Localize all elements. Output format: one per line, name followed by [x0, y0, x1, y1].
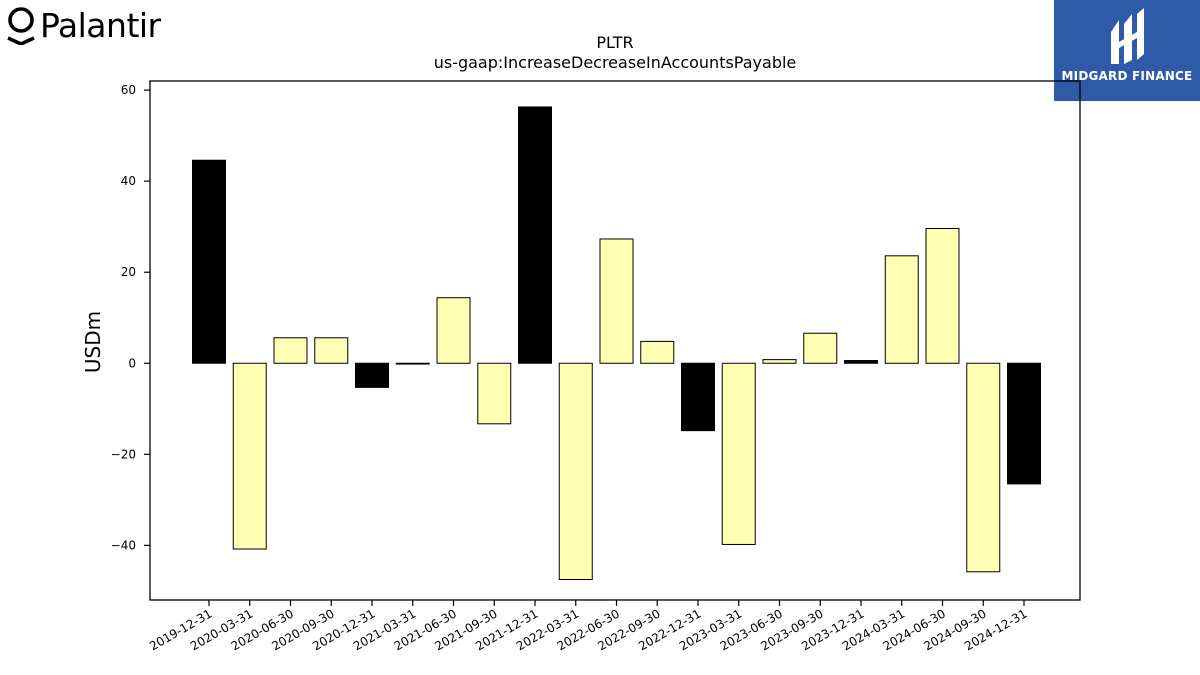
- y-axis-label: USDm: [81, 311, 105, 373]
- bar-2021-09-30: [477, 362, 512, 425]
- plot-frame: [149, 80, 1081, 601]
- y-tick-label: 40: [121, 174, 136, 188]
- bar-2023-12-31: [844, 360, 878, 364]
- bar-2024-03-31: [884, 255, 919, 364]
- midgard-icon: [1111, 8, 1144, 64]
- palantir-logo: Palantir: [6, 4, 161, 46]
- palantir-icon: [7, 7, 35, 45]
- bar-2024-09-30: [966, 362, 1001, 573]
- y-tick-label: 60: [121, 83, 136, 97]
- bar-2020-12-31: [355, 362, 389, 388]
- y-tick-label: −40: [111, 538, 136, 552]
- midgard-finance-logo: MIDGARD FINANCE: [1054, 0, 1200, 101]
- bar-2022-06-30: [599, 238, 634, 364]
- bar-2023-03-31: [721, 362, 756, 545]
- bar-2021-06-30: [436, 297, 471, 364]
- y-tick-label: 20: [121, 265, 136, 279]
- bar-2023-06-30: [762, 359, 797, 364]
- chart-title: PLTR: [596, 33, 633, 52]
- y-tick-label: −20: [111, 447, 136, 461]
- partner-name: MIDGARD FINANCE: [1061, 69, 1193, 83]
- bar-2022-09-30: [640, 340, 675, 364]
- chart-subtitle: us-gaap:IncreaseDecreaseInAccountsPayabl…: [434, 53, 797, 72]
- bar-2024-12-31: [1007, 362, 1041, 485]
- bar-2021-03-31: [395, 362, 430, 365]
- x-ticks-group: 2019-12-312020-03-312020-06-302020-09-30…: [147, 600, 1030, 653]
- bar-2024-06-30: [925, 228, 960, 364]
- bar-2019-12-31: [192, 159, 226, 364]
- bar-2020-06-30: [273, 337, 308, 364]
- y-tick-label: 0: [128, 356, 136, 370]
- bars-group: [192, 106, 1041, 581]
- bar-2020-09-30: [314, 337, 349, 364]
- bar-2021-12-31: [518, 106, 552, 364]
- bar-2022-12-31: [681, 362, 715, 432]
- y-ticks-group: −40 −20 0 20 40 60: [111, 83, 150, 552]
- brand-name: Palantir: [40, 5, 161, 45]
- bar-2023-09-30: [803, 332, 838, 364]
- bar-2022-03-31: [558, 362, 593, 581]
- bar-2020-03-31: [232, 362, 267, 550]
